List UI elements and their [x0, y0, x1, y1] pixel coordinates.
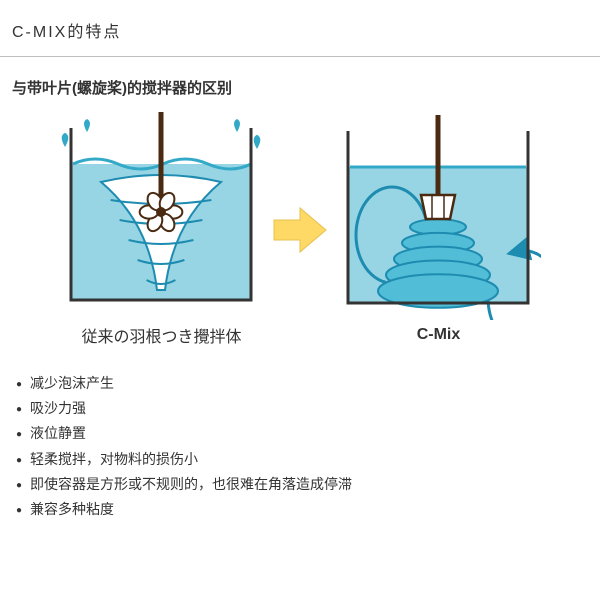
- feature-item: 兼容多种粘度: [16, 497, 584, 522]
- page-title: C-MIX的特点: [0, 0, 600, 56]
- feature-item: 即使容器是方形或不规则的，也很难在角落造成停滞: [16, 472, 584, 497]
- comparison-diagram: 従来の羽根つき攪拌体: [0, 112, 600, 347]
- caption-cmix: C-Mix: [417, 326, 461, 344]
- feature-item: 轻柔搅拌，对物料的损伤小: [16, 447, 584, 472]
- panel-cmix: C-Mix: [336, 115, 541, 344]
- feature-list: 减少泡沫产生吸沙力强液位静置轻柔搅拌，对物料的损伤小即使容器是方形或不规则的，也…: [0, 347, 600, 522]
- divider: [0, 56, 600, 57]
- section-subtitle: 与带叶片(螺旋桨)的搅拌器的区别: [0, 77, 600, 112]
- tank-cmix: [336, 115, 541, 320]
- feature-item: 吸沙力强: [16, 396, 584, 421]
- feature-item: 减少泡沫产生: [16, 371, 584, 396]
- arrow-icon: [270, 200, 330, 260]
- tank-conventional: [59, 112, 264, 317]
- caption-conventional: 従来の羽根つき攪拌体: [81, 323, 241, 347]
- panel-conventional: 従来の羽根つき攪拌体: [59, 112, 264, 347]
- feature-item: 液位静置: [16, 421, 584, 446]
